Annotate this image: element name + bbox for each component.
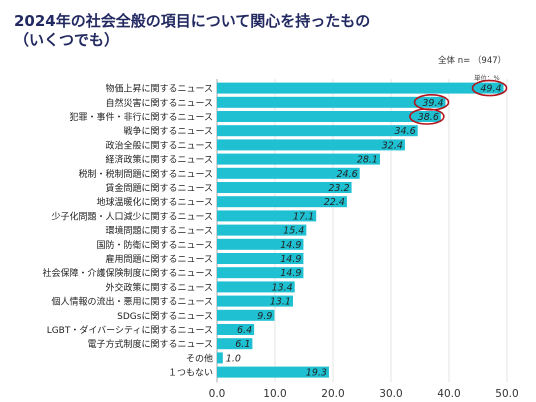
category-label: 雇用問題に関するニュース — [105, 253, 213, 265]
chart-title: 2024年の社会全般の項目について関心を持ったもの （いくつでも） — [14, 12, 370, 50]
value-label: 32.4 — [382, 140, 403, 151]
category-label: 税制・税制問題に関するニュース — [78, 168, 213, 180]
bar — [217, 153, 380, 165]
value-label: 38.6 — [418, 112, 439, 123]
category-label: 国防・防衛に関するニュース — [96, 239, 213, 251]
bar — [217, 267, 304, 279]
category-label: LGBT・ダイバーシティに関するニュース — [47, 324, 213, 336]
sample-size-label: 全体 n= （947） — [438, 56, 507, 66]
category-label: 政治全般に関するニュース — [105, 139, 213, 151]
bar — [217, 309, 275, 321]
bar — [217, 125, 418, 137]
value-label: 15.4 — [283, 226, 304, 237]
bar — [217, 324, 255, 335]
category-label: 電子方式制度に関するニュース — [87, 338, 213, 350]
category-label: 個人情報の流出・悪用に関するニュース — [51, 296, 213, 308]
value-label: 1.0 — [226, 353, 241, 364]
value-label: 19.3 — [306, 368, 327, 379]
value-label: 13.4 — [272, 282, 293, 293]
bar — [217, 96, 446, 108]
highlight-circle — [471, 79, 508, 97]
category-label: 環境問題に関するニュース — [105, 225, 213, 237]
value-label: 9.9 — [257, 311, 272, 322]
bar — [217, 338, 253, 350]
value-label: 34.6 — [395, 126, 416, 137]
category-label: 自然災害に関するニュース — [105, 97, 213, 109]
bar — [217, 224, 307, 236]
category-label: 戦争に関するニュース — [123, 125, 213, 137]
value-label: 14.9 — [280, 240, 301, 251]
value-label: 22.4 — [324, 197, 345, 208]
category-label: 賃金問題に関するニュース — [105, 182, 213, 194]
bar — [217, 238, 304, 250]
value-label: 17.1 — [293, 211, 314, 222]
chart-title-line2: （いくつでも） — [14, 31, 120, 49]
bar — [217, 82, 504, 94]
value-label: 13.1 — [270, 297, 291, 308]
category-label: 物価上昇に関するニュース — [105, 83, 213, 95]
category-label: 少子化問題・人口減少に関するニュース — [51, 210, 213, 222]
value-label: 39.4 — [422, 98, 443, 109]
x-tick-label: 40.0 — [437, 388, 460, 400]
x-tick-label: 50.0 — [495, 388, 518, 400]
category-label: 社会保障・介護保険制度に関するニュース — [42, 267, 213, 279]
value-label: 6.4 — [237, 325, 252, 336]
category-label: １つもない — [168, 368, 213, 379]
chart-title-line1: 2024年の社会全般の項目について関心を持ったもの — [14, 12, 371, 30]
x-tick-label: 30.0 — [379, 388, 402, 400]
highlight-circle — [409, 108, 445, 125]
value-label: 28.1 — [357, 155, 378, 166]
bar — [217, 295, 293, 307]
x-tick-label: 20.0 — [321, 388, 344, 400]
value-label: 24.6 — [337, 169, 358, 180]
category-label: 経済政策に関するニュース — [105, 154, 213, 166]
bar — [217, 352, 223, 364]
category-label: 地球温暖化に関するニュース — [96, 196, 213, 208]
value-label: 14.9 — [280, 254, 301, 265]
value-label: 14.9 — [280, 268, 301, 279]
bar — [217, 253, 304, 264]
category-label: 外交政策に関するニュース — [105, 281, 213, 293]
value-label: 6.1 — [235, 339, 250, 350]
unit-label: 単位：% — [474, 74, 500, 82]
value-label: 23.2 — [328, 183, 349, 194]
category-label: その他 — [186, 352, 213, 364]
bar — [217, 182, 352, 193]
value-label: 49.4 — [480, 84, 501, 95]
bar — [217, 196, 347, 208]
bar — [217, 167, 360, 179]
bar — [217, 139, 405, 151]
bar — [217, 366, 329, 378]
x-tick-label: 10.0 — [263, 388, 286, 400]
bar — [217, 281, 295, 293]
bar — [217, 111, 441, 122]
category-label: 犯罪・事件・非行に関するニュース — [69, 111, 213, 123]
bar — [217, 210, 317, 222]
x-tick-label: 0.0 — [209, 388, 226, 400]
category-label: SDGsに関するニュース — [117, 311, 213, 322]
